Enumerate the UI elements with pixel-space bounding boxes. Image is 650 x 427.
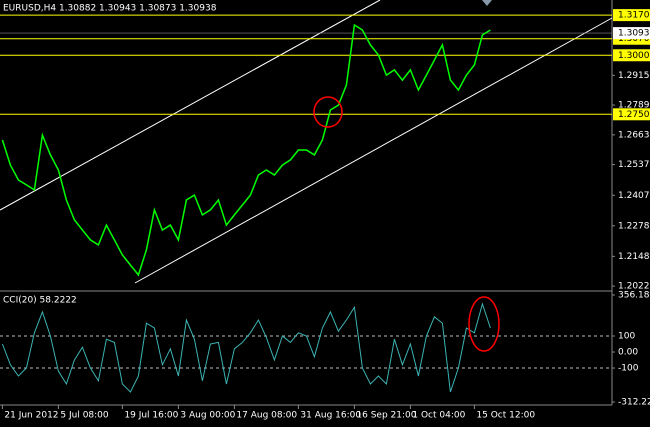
current-price-label: 1.30938 [618, 29, 650, 39]
current-price-box [613, 27, 650, 40]
y-tick-label: 1.22780 [618, 221, 650, 231]
y-tick-label: 1.25370 [618, 160, 650, 170]
y-tick-label: 1.26630 [618, 130, 650, 140]
x-tick-label: 15 Oct 12:00 [476, 411, 535, 421]
x-tick-label: 5 Jul 08:00 [60, 411, 109, 421]
level-label: 1.30000 [618, 51, 650, 61]
y-tick-label: 0.00 [618, 348, 638, 358]
channel-lower [134, 17, 613, 284]
level-label: 1.30700 [618, 34, 650, 44]
level-label-box [613, 108, 650, 121]
indicator-title: CCI(20) 58.2222 [3, 296, 77, 306]
x-tick-label: 21 Jun 2012 [4, 411, 58, 421]
data-line [1, 302, 491, 393]
y-tick-label: 1.24070 [618, 191, 650, 201]
marker-triangle [482, 0, 492, 6]
y-tick-label: 1.20225 [618, 282, 650, 292]
x-tick-label: 31 Aug 16:00 [300, 411, 361, 421]
y-tick-label: 1.29150 [618, 71, 650, 81]
x-tick-label: 19 Jul 16:00 [124, 411, 178, 421]
channel-upper [0, 0, 381, 211]
highlight-circle [468, 296, 500, 352]
level-label: 1.31700 [618, 11, 650, 21]
x-tick-label: 17 Aug 08:00 [236, 411, 297, 421]
y-tick-label: 100 [618, 332, 635, 342]
y-tick-label: -100 [618, 364, 639, 374]
x-tick-label: 1 Oct 04:00 [412, 411, 465, 421]
y-tick-label: 1.27890 [618, 101, 650, 111]
level-label-box [613, 9, 650, 22]
level-label-box [613, 49, 650, 62]
x-tick-label: 16 Sep 21:00 [356, 411, 416, 421]
highlight-circle [313, 96, 343, 128]
chart-title: EURUSD,H4 1.30882 1.30943 1.30873 1.3093… [3, 4, 217, 14]
data-line [1, 23, 491, 277]
y-tick-label: -312.221 [618, 397, 650, 407]
level-label: 1.27500 [618, 110, 650, 120]
y-tick-label: 356.181 [618, 291, 650, 301]
y-tick-label: 1.21485 [618, 252, 650, 262]
x-tick-label: 3 Aug 00:00 [180, 411, 235, 421]
